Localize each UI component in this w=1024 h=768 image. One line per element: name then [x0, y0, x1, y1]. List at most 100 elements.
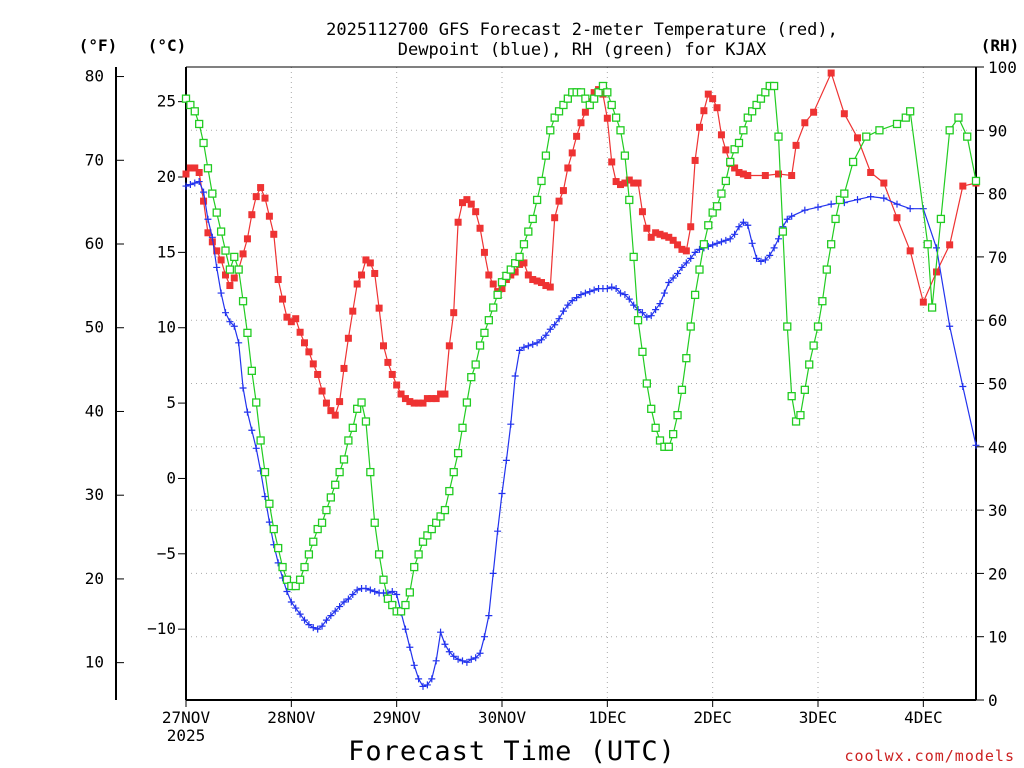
rh-point — [379, 575, 388, 584]
dewpoint-point — [880, 194, 888, 202]
rh-point — [313, 524, 322, 534]
temperature-point — [419, 399, 427, 407]
dewpoint-point — [441, 640, 449, 648]
dewpoint-point — [617, 289, 624, 297]
rh-point — [436, 512, 445, 521]
dewpoint-point — [489, 569, 497, 577]
dewpoint-point — [204, 215, 212, 223]
rh-point — [471, 360, 480, 369]
rh-point — [353, 404, 362, 413]
temperature-point — [660, 232, 668, 240]
temperature-point — [520, 259, 528, 267]
temperature-point — [239, 250, 247, 258]
dewpoint-point — [393, 591, 401, 598]
rh-point — [862, 132, 871, 141]
celsius-tick-label: 15 — [157, 242, 176, 261]
temperature-point — [401, 395, 409, 403]
temperature-point — [511, 268, 519, 276]
temperature-point — [630, 179, 638, 187]
fahrenheit-tick-label: 60 — [85, 234, 104, 253]
dewpoint-point — [783, 215, 791, 223]
rh-point — [344, 436, 353, 445]
temperature-point — [292, 315, 300, 323]
rh-point — [809, 341, 818, 350]
temperature-point — [327, 407, 335, 415]
dewpoint-point — [577, 291, 585, 299]
rh-point — [493, 290, 502, 300]
rh-point — [208, 189, 217, 198]
dewpoint-point — [933, 244, 940, 252]
dewpoint-point — [959, 383, 967, 391]
rh-point — [712, 202, 722, 211]
rh-point — [532, 195, 542, 205]
rh-point — [361, 417, 371, 426]
temperature-point — [555, 197, 563, 205]
dewpoint-point — [406, 643, 414, 651]
dewpoint-point — [612, 285, 620, 293]
temperature-point — [581, 108, 589, 116]
temperature-point — [459, 199, 466, 207]
temperature-point — [625, 176, 633, 184]
dewpoint-point — [344, 595, 352, 603]
dewpoint-point — [546, 325, 554, 333]
dewpoint-point — [217, 289, 225, 297]
rh-point — [607, 100, 616, 110]
temperature-point — [463, 196, 471, 204]
rh-tick-label: 70 — [988, 248, 1007, 267]
rh-point — [835, 195, 845, 205]
rh-point — [230, 252, 239, 262]
rh-point — [752, 100, 761, 110]
temperature-point — [603, 114, 611, 122]
rh-point — [590, 94, 599, 103]
celsius-tick-label: 0 — [166, 468, 176, 487]
celsius-tick-label: 5 — [166, 393, 176, 412]
fahrenheit-tick-label: 30 — [85, 485, 104, 504]
temperature-point — [336, 398, 344, 406]
temperature-point — [709, 95, 717, 103]
temperature-point — [516, 260, 524, 268]
temperature-point — [669, 236, 677, 244]
celsius-tick-label: 25 — [157, 92, 176, 111]
rh-point — [695, 265, 704, 274]
temperature-point — [437, 390, 445, 398]
rh-point — [295, 575, 305, 584]
temperature-point — [551, 214, 559, 222]
rh-point — [576, 88, 586, 97]
temperature-point — [252, 193, 260, 201]
rh-point — [458, 423, 467, 432]
dewpoint-point — [717, 238, 725, 246]
dewpoint-point — [709, 241, 717, 249]
rh-point — [247, 366, 256, 375]
rh-point — [603, 88, 612, 97]
dewpoint-point — [226, 318, 234, 326]
dewpoint-point — [906, 205, 914, 213]
rh-point — [339, 455, 349, 464]
rh-point — [335, 467, 344, 477]
rh-point — [511, 259, 520, 268]
rh-point — [726, 157, 735, 167]
temperature-point — [410, 399, 418, 407]
temperature-point — [691, 156, 699, 164]
rh-point — [418, 537, 428, 546]
dewpoint-point — [722, 236, 730, 244]
dewpoint-point — [753, 254, 761, 262]
series-layer — [181, 69, 981, 690]
temperature-point — [946, 241, 954, 249]
rh-point — [278, 562, 287, 572]
celsius-tick-label: −10 — [147, 619, 176, 638]
rh-point — [620, 151, 630, 160]
rh-point — [221, 246, 230, 255]
temperature-point — [529, 276, 537, 284]
rh-point — [769, 81, 779, 91]
dewpoint-point — [507, 420, 515, 428]
dewpoint-point — [208, 233, 216, 241]
temperature-point — [735, 169, 743, 176]
rh-point — [256, 436, 265, 445]
rh-point — [260, 467, 270, 477]
dewpoint-point — [485, 612, 493, 620]
temperature-point — [687, 223, 695, 231]
dewpoint-point — [274, 559, 282, 567]
temperature-point — [349, 307, 357, 315]
dewpoint-point — [419, 682, 427, 690]
